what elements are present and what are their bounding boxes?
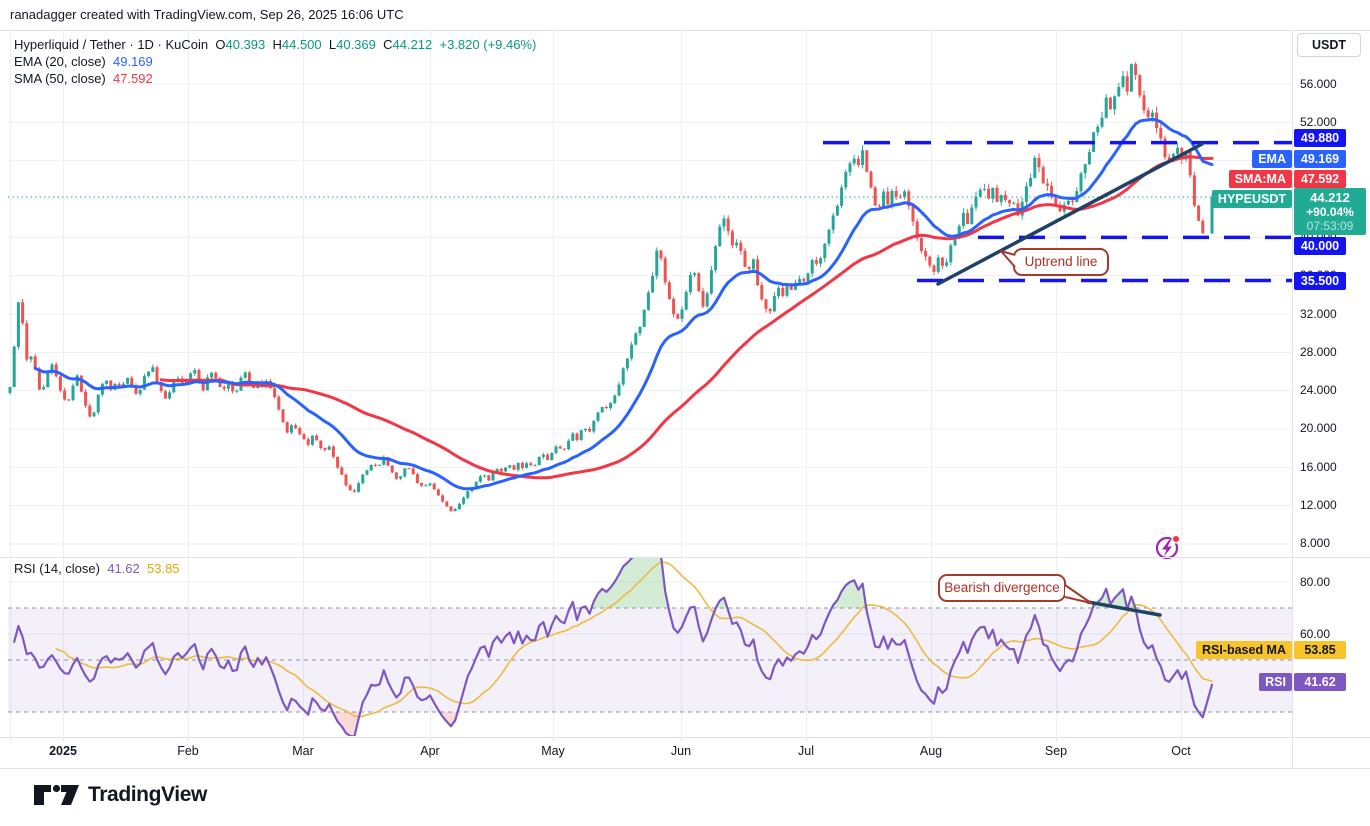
level-badge-40000: 40.000 [1294, 237, 1346, 255]
ema-axis-prefix: EMA [1252, 150, 1292, 168]
ema-value: 49.169 [113, 54, 153, 69]
price-tick-label: 16.000 [1300, 459, 1337, 474]
time-axis-label[interactable]: 2025 [49, 744, 77, 758]
bearish-divergence-callout[interactable]: Bearish divergence [938, 574, 1066, 602]
time-axis-label[interactable]: May [541, 744, 565, 758]
bar-countdown: 07:53:09 [1306, 219, 1354, 233]
low-label: L [328, 37, 337, 52]
symbol-legend-row[interactable]: Hyperliquid / Tether · 1D · KuCoin O40.3… [14, 36, 536, 53]
change-value: +3.820 (+9.46%) [439, 37, 537, 52]
rsi-tick-label: 60.00 [1300, 626, 1331, 641]
tradingview-logo[interactable]: TradingView [34, 783, 207, 807]
ema-label: EMA (20, close) [14, 54, 106, 69]
uptrend-callout-tail [1000, 250, 1016, 268]
close-label: C [383, 37, 393, 52]
price-tick-label: 24.000 [1300, 383, 1337, 398]
last-price-badge: 44.212 +90.04% 07:53:09 [1294, 188, 1366, 235]
price-tick-label: 20.000 [1300, 421, 1337, 436]
sma-value: 47.592 [113, 71, 153, 86]
sma-axis-prefix: SMA:MA [1228, 170, 1292, 188]
price-tick-label: 56.000 [1300, 76, 1337, 91]
time-axis-label[interactable]: Mar [292, 744, 314, 758]
price-tick-label: 52.000 [1300, 114, 1337, 129]
rsi-axis-value: 41.62 [1294, 673, 1346, 691]
sma-axis-value: 47.592 [1294, 170, 1346, 188]
tradingview-logo-text: TradingView [88, 783, 207, 806]
high-value: 44.500 [281, 37, 322, 52]
symbol-axis-prefix: HYPEUSDT [1211, 190, 1292, 208]
open-label: O [215, 37, 226, 52]
time-axis-label[interactable]: Apr [420, 744, 440, 758]
high-label: H [272, 37, 282, 52]
time-axis-label[interactable]: Sep [1044, 744, 1068, 758]
ema-legend-row[interactable]: EMA (20, close) 49.169 [14, 53, 536, 70]
rsi-value: 41.62 [107, 561, 140, 576]
time-axis-label[interactable]: Oct [1171, 744, 1191, 758]
sma-legend-row[interactable]: SMA (50, close) 47.592 [14, 70, 536, 87]
main-legend: Hyperliquid / Tether · 1D · KuCoin O40.3… [14, 36, 536, 87]
low-value: 40.369 [336, 37, 376, 52]
rsi-ma-value: 53.85 [147, 561, 180, 576]
last-price-value: 44.212 [1310, 190, 1350, 205]
currency-toggle-button[interactable]: USDT [1297, 33, 1361, 57]
time-axis-label[interactable]: Jul [798, 744, 814, 758]
price-tick-label: 28.000 [1300, 344, 1337, 359]
price-tick-label: 12.000 [1300, 498, 1337, 513]
rsi-ma-axis-value: 53.85 [1294, 641, 1346, 659]
attribution-text: ranadagger created with TradingView.com,… [10, 7, 404, 22]
rsi-ma-axis-prefix: RSI-based MA [1195, 641, 1292, 659]
bearish-callout-tail [1064, 584, 1092, 604]
symbol-title: Hyperliquid / Tether · 1D · KuCoin [14, 37, 209, 52]
sma-label: SMA (50, close) [14, 71, 106, 86]
time-axis-label[interactable]: Jun [670, 744, 692, 758]
level-badge-35500: 35.500 [1294, 272, 1346, 290]
time-axis-label[interactable]: Aug [919, 744, 943, 758]
price-tick-label: 32.000 [1300, 306, 1337, 321]
rsi-legend-row[interactable]: RSI (14, close) 41.62 53.85 [14, 561, 180, 576]
time-axis-label[interactable]: Feb [177, 744, 199, 758]
uptrend-line-callout[interactable]: Uptrend line [1013, 248, 1109, 276]
rsi-tick-label: 80.00 [1300, 574, 1331, 589]
tradingview-logo-icon [34, 784, 79, 805]
rsi-label: RSI (14, close) [14, 561, 100, 576]
level-badge-49880: 49.880 [1294, 129, 1346, 147]
open-value: 40.393 [225, 37, 266, 52]
rsi-axis-prefix: RSI [1259, 673, 1292, 691]
session-change-value: +90.04% [1306, 205, 1354, 219]
close-value: 44.212 [392, 37, 433, 52]
price-tick-label: 8.000 [1300, 536, 1331, 551]
ema-axis-value: 49.169 [1294, 150, 1346, 168]
